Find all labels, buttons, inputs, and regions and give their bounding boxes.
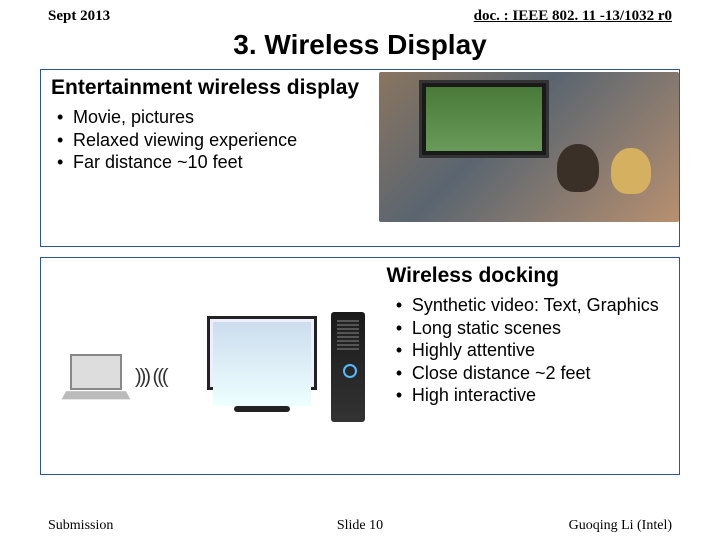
header: Sept 2013 doc. : IEEE 802. 11 -13/1032 r…	[0, 0, 720, 25]
footer-author: Guoqing Li (Intel)	[569, 518, 672, 534]
section2-bullets: Synthetic video: Text, Graphics Long sta…	[390, 294, 669, 454]
header-date: Sept 2013	[48, 8, 110, 25]
footer-slide-number: Slide 10	[337, 518, 383, 534]
wireless-waves-icon: ))) (((	[135, 366, 167, 389]
laptop-icon	[61, 354, 131, 409]
list-item: Long static scenes	[390, 317, 669, 340]
section-entertainment: Entertainment wireless display Movie, pi…	[40, 69, 680, 247]
section2-heading: Wireless docking	[51, 264, 669, 288]
list-item: Close distance ~2 feet	[390, 362, 669, 385]
people-icon	[539, 122, 669, 222]
list-item: Far distance ~10 feet	[51, 151, 331, 174]
entertainment-photo	[379, 72, 679, 222]
list-item: Movie, pictures	[51, 106, 331, 129]
list-item: High interactive	[390, 384, 669, 407]
footer: Submission Slide 10 Guoqing Li (Intel)	[0, 518, 720, 534]
monitor-icon	[207, 316, 317, 412]
list-item: Synthetic video: Text, Graphics	[390, 294, 669, 317]
section-docking: Wireless docking ))) ((( Synthetic video…	[40, 257, 680, 475]
list-item: Highly attentive	[390, 339, 669, 362]
section1-bullets: Movie, pictures Relaxed viewing experien…	[51, 106, 331, 174]
tv-icon	[419, 80, 549, 158]
footer-left: Submission	[48, 518, 113, 534]
header-doc-id: doc. : IEEE 802. 11 -13/1032 r0	[474, 8, 672, 25]
slide-title: 3. Wireless Display	[0, 29, 720, 61]
docking-illustration: ))) (((	[51, 294, 390, 454]
list-item: Relaxed viewing experience	[51, 129, 331, 152]
pc-tower-icon	[331, 312, 365, 422]
